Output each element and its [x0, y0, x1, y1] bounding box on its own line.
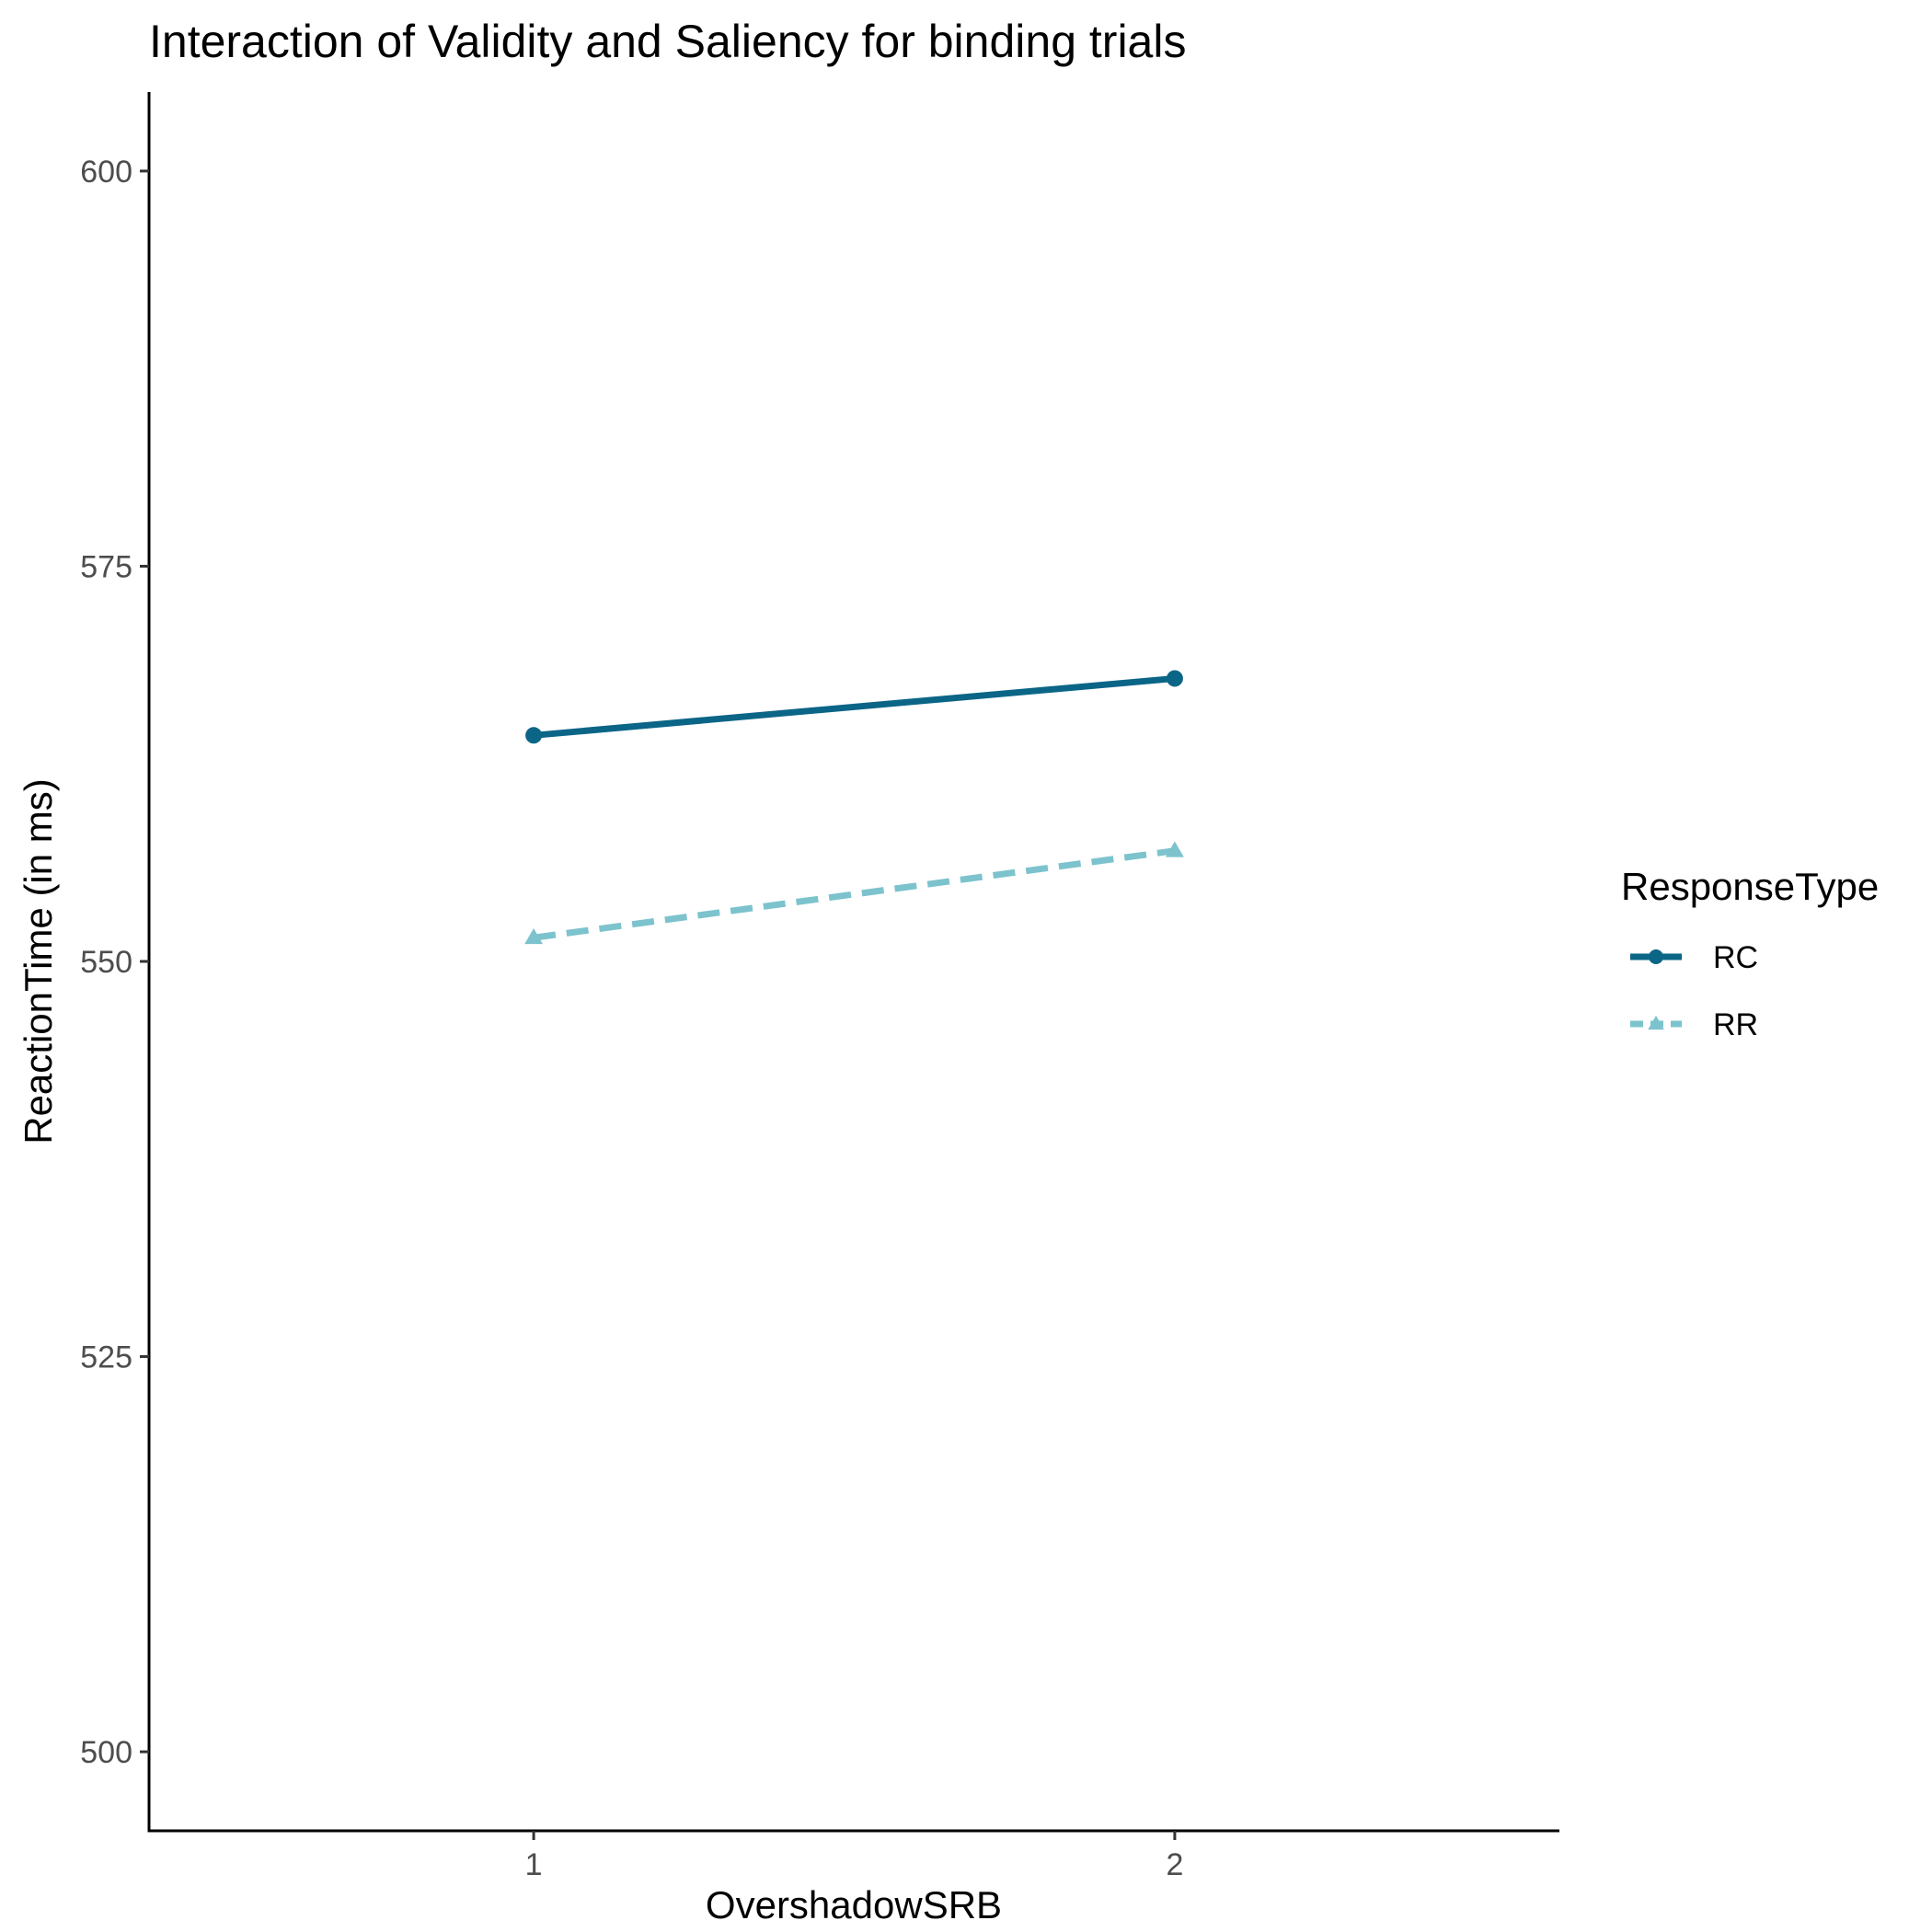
data-point-rc: [1166, 670, 1183, 687]
x-axis-title: OvershadowSRB: [706, 1883, 1002, 1926]
legend-items: RC RR: [1630, 940, 1758, 1042]
legend: ResponseType RC RR: [1621, 865, 1879, 1042]
legend-key-marker: [1649, 949, 1663, 964]
data-point-rr: [524, 927, 543, 945]
y-tick-label: 550: [80, 945, 132, 980]
legend-label: RR: [1713, 1007, 1758, 1042]
series-rc: [525, 670, 1183, 744]
plot-area: [524, 670, 1184, 945]
y-tick-label: 575: [80, 549, 132, 584]
y-axis-title: ReactionTime (in ms): [17, 778, 60, 1144]
data-point-rr: [1166, 841, 1184, 857]
y-axis-ticks: 500 525 550 575 600: [80, 155, 149, 1770]
legend-item-rr: RR: [1630, 1007, 1758, 1042]
series-line-rc: [533, 674, 1176, 739]
data-point-rc: [525, 727, 543, 744]
legend-title: ResponseType: [1621, 865, 1879, 908]
x-tick-label: 1: [525, 1847, 543, 1882]
y-tick-label: 525: [80, 1340, 132, 1375]
y-tick-label: 600: [80, 155, 132, 190]
legend-key-marker: [1648, 1015, 1664, 1030]
chart-title: Interaction of Validity and Saliency for…: [149, 16, 1186, 67]
series-rr: [524, 841, 1184, 945]
y-tick-label: 500: [80, 1735, 132, 1770]
legend-item-rc: RC: [1630, 940, 1758, 975]
legend-label: RC: [1713, 940, 1758, 975]
series-line-rr: [533, 847, 1176, 941]
x-tick-label: 2: [1166, 1847, 1183, 1882]
